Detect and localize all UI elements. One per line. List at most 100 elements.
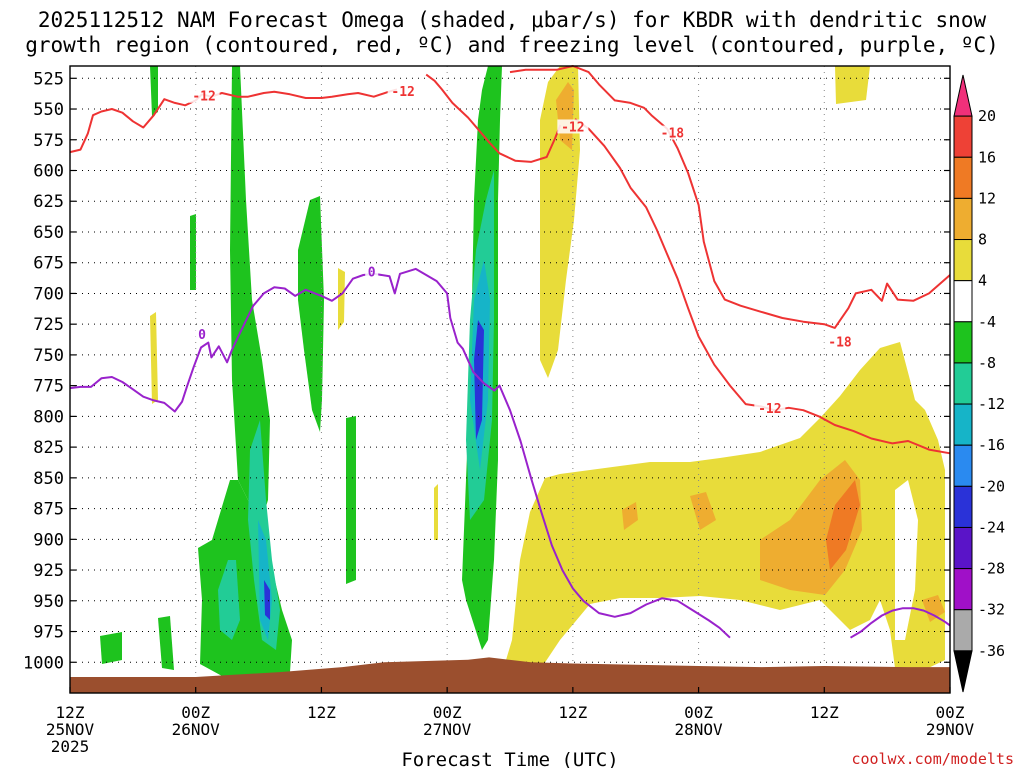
y-tick-label: 850	[33, 469, 64, 489]
y-tick-label: 525	[33, 69, 64, 89]
y-tick-label: 925	[33, 561, 64, 581]
colorbar-cap-top	[953, 74, 973, 117]
colorbar-swatch	[953, 485, 973, 528]
contour-label-bg	[754, 401, 786, 416]
y-tick-label: 750	[33, 346, 64, 366]
omega-green-small-2	[150, 66, 158, 116]
omega-green-small-3	[190, 214, 196, 290]
y-tick-label: 975	[33, 623, 64, 643]
x-axis-label: Forecast Time (UTC)	[401, 749, 618, 768]
omega-yellow-small-3	[434, 484, 438, 540]
x-tick-label: 28NOV	[674, 720, 723, 739]
contour-label-bg	[195, 327, 209, 342]
contour-label-bg	[656, 125, 688, 140]
contour-label-bg	[824, 334, 856, 349]
x-tick-label: 12Z	[307, 703, 336, 722]
y-tick-label: 575	[33, 131, 64, 151]
omega-teal-left	[218, 560, 240, 640]
y-tick-label: 650	[33, 223, 64, 243]
contour-line-1	[425, 73, 562, 163]
colorbar: 20 16 12 8 4 -4 -8 -12 -16 -20 -24 -28 -32 -36	[953, 74, 1005, 693]
colorbar-swatch	[953, 568, 973, 611]
contour-label: -18	[661, 127, 685, 142]
colorbar-label: 12	[978, 189, 996, 207]
y-tick-label: 775	[33, 377, 64, 397]
colorbar-label: 4	[978, 272, 987, 290]
contour-label: -12	[758, 402, 781, 417]
contour-labels: -12 -12 -12 -18 -18 -12 0 0	[188, 83, 856, 417]
contour-label: -18	[828, 336, 852, 351]
contour-label: -12	[391, 85, 414, 100]
y-tick-label: 800	[33, 407, 64, 427]
colorbar-label: 8	[978, 231, 987, 249]
omega-orange-spot-1	[922, 595, 945, 622]
omega-orange-spot-2	[690, 492, 716, 530]
contour-label-bg	[557, 119, 589, 134]
omega-yellow-small-2	[338, 268, 345, 330]
colorbar-cap-bottom	[953, 650, 973, 693]
colorbar-label: -16	[978, 436, 1005, 454]
contour-line-2	[574, 118, 951, 455]
colorbar-label: -36	[978, 642, 1005, 660]
y-axis: 525 550 575 600 625 650 675 700 725 750 775 800 825 8…	[23, 69, 950, 673]
omega-green-small-4	[100, 632, 122, 664]
x-tick-label: 12Z	[56, 703, 85, 722]
credit-text: coolwx.com/modelts	[851, 750, 1014, 768]
omega-yellow-top-right	[835, 66, 870, 104]
x-tick-label: 00Z	[181, 703, 210, 722]
contour-label-bg	[387, 83, 419, 98]
y-tick-label: 600	[33, 162, 64, 182]
contour-label: 0	[198, 328, 206, 343]
colorbar-swatch	[953, 197, 973, 241]
x-tick-label: 25NOV	[46, 720, 95, 739]
y-tick-label: 875	[33, 500, 64, 520]
x-tick-label: 00Z	[433, 703, 462, 722]
omega-blue-central	[474, 320, 484, 440]
x-tick-label: 2025	[51, 737, 90, 756]
colorbar-swatch	[953, 321, 973, 364]
omega-orange-core	[826, 480, 860, 570]
y-tick-label: 700	[33, 284, 64, 304]
colorbar-swatch	[953, 526, 973, 570]
title-block: 2025112512 NAM Forecast Omega (shaded, μ…	[25, 8, 999, 57]
omega-shading	[100, 66, 945, 690]
y-tick-label: 950	[33, 592, 64, 612]
colorbar-label: 16	[978, 148, 996, 166]
y-tick-label: 625	[33, 192, 64, 212]
terrain-profile	[70, 657, 950, 693]
y-tick-label: 725	[33, 315, 64, 335]
colorbar-swatch	[953, 403, 973, 446]
omega-yellow-small-1	[150, 312, 158, 404]
colorbar-label: -12	[978, 395, 1005, 413]
y-tick-label: 1000	[23, 653, 64, 673]
colorbar-label: -28	[978, 560, 1005, 578]
x-tick-label: 27NOV	[423, 720, 472, 739]
colorbar-swatch	[953, 362, 973, 405]
x-tick-label: 12Z	[558, 703, 587, 722]
contour-label: 0	[368, 266, 376, 281]
omega-yellow-main	[497, 342, 945, 690]
omega-blue-left	[264, 580, 270, 620]
x-tick-label: 00Z	[936, 703, 965, 722]
colorbar-label: -4	[978, 313, 996, 331]
colorbar-swatch	[953, 156, 973, 199]
contour-label: -12	[192, 90, 215, 105]
colorbar-swatch	[953, 280, 973, 323]
colorbar-label: -20	[978, 477, 1005, 495]
contour-label-bg	[188, 88, 220, 103]
omega-green-mid	[298, 196, 324, 432]
omega-green-small-1	[346, 416, 356, 584]
x-tick-label: 29NOV	[926, 720, 975, 739]
colorbar-label: -24	[978, 518, 1005, 536]
colorbar-swatch	[953, 609, 973, 652]
omega-yellow-gap	[895, 480, 918, 640]
colorbar-swatch	[953, 239, 973, 282]
plot-frame	[69, 65, 951, 694]
x-tick-label: 26NOV	[172, 720, 221, 739]
colorbar-swatch	[953, 444, 973, 487]
contour-line-5	[849, 607, 951, 639]
chart-title-line2: growth region (contoured, red, ºC) and f…	[25, 33, 999, 57]
y-tick-label: 825	[33, 438, 64, 458]
